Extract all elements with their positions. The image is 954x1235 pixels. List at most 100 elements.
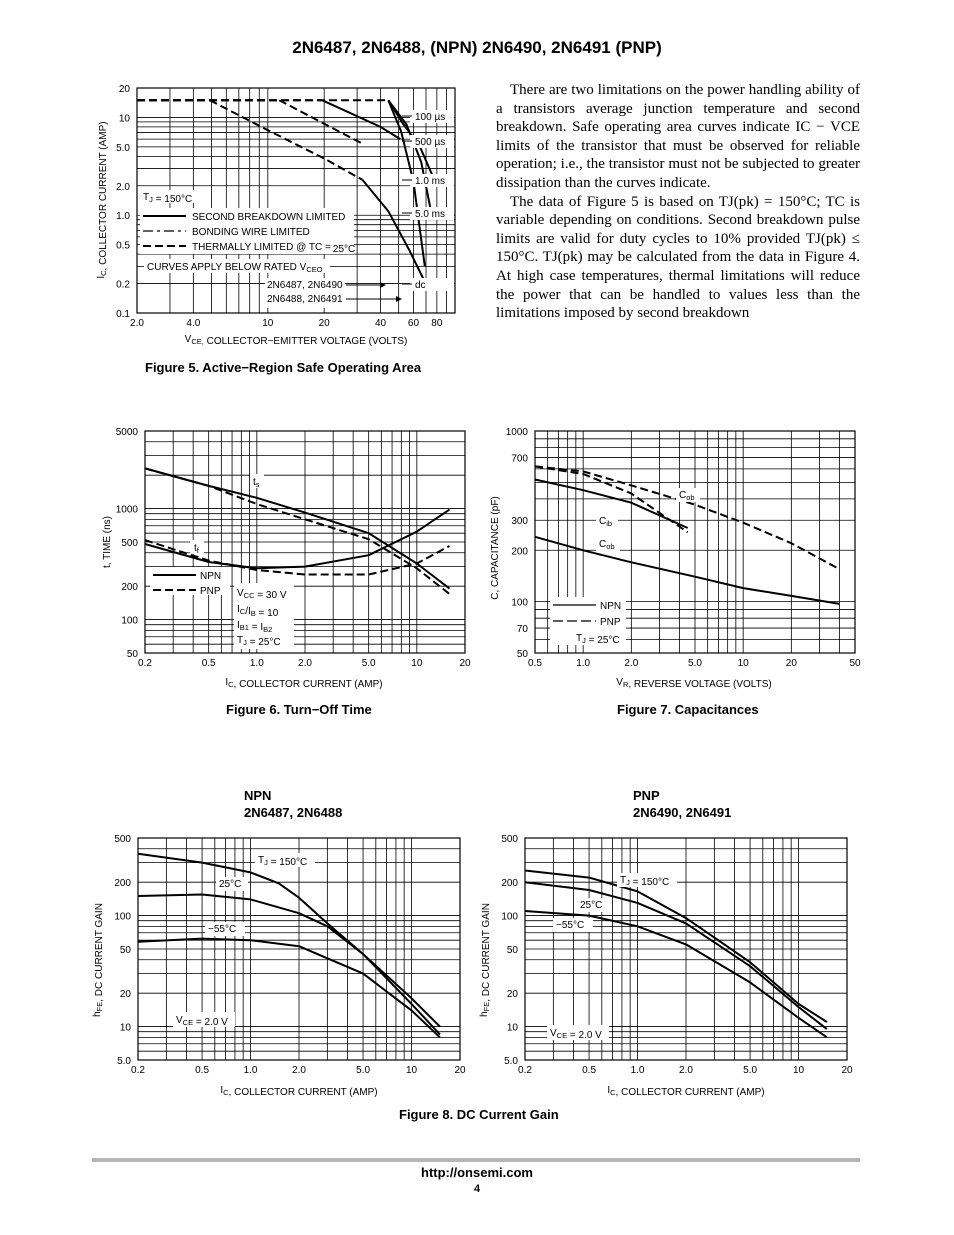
label-backing — [255, 853, 315, 867]
footer-rule — [92, 1158, 860, 1162]
x-tick-label: 2.0 — [130, 318, 144, 329]
label-backing — [144, 259, 330, 273]
x-tick-label: 0.2 — [518, 1065, 532, 1076]
plot-frame — [524, 837, 848, 1061]
x-tick-label: 4.0 — [186, 318, 200, 329]
footer-url[interactable]: http://onsemi.com — [421, 1165, 533, 1180]
label-backing — [596, 537, 620, 551]
annotation-tf: tf — [194, 543, 200, 555]
y-tick-label: 0.5 — [116, 241, 130, 252]
x-tick-label: 5.0 — [362, 658, 376, 669]
label-backing — [617, 873, 677, 887]
series-line-2 — [524, 910, 828, 1039]
time-limit-label: dc — [415, 280, 426, 291]
fig7-chart: 0.5 1.0 2.0 5.0 10 20 50 1000 700 300 200 100 70 50 VR… — [490, 427, 861, 690]
legend-npn: NPN — [200, 571, 221, 582]
x-tick-label: 5.0 — [743, 1065, 757, 1076]
x-tick-label: 0.5 — [528, 658, 542, 669]
y-tick-label: 5.0 — [116, 143, 130, 154]
annotation-2n6487: 2N6487, 2N6490 — [267, 280, 343, 291]
label-backing — [216, 877, 248, 891]
x-tick-label: 60 — [408, 318, 420, 329]
annotation-cob: Cob — [599, 539, 615, 551]
y-axis-label: IC, COLLECTOR CURRENT (AMP) — [96, 121, 109, 278]
y-tick-label: 500 — [114, 834, 131, 845]
legend-bonding-wire: BONDING WIRE LIMITED — [192, 227, 310, 238]
x-axis-label: IC, COLLECTOR CURRENT (AMP) — [225, 677, 382, 690]
label-backing — [173, 1012, 235, 1027]
y-tick-label: 5.0 — [504, 1056, 518, 1067]
legend-pnp: PNP — [200, 586, 221, 597]
x-tick-label: 20 — [459, 658, 471, 669]
plot-frame — [136, 87, 456, 314]
y-axis-label: C, CAPACITANCE (pF) — [490, 496, 501, 600]
plot-frame — [144, 430, 466, 654]
x-tick-label: 20 — [454, 1065, 466, 1076]
x-axis-label: VCE, COLLECTOR−EMITTER VOLTAGE (VOLTS) — [185, 334, 408, 347]
arrow-head — [396, 296, 402, 302]
plot-frame — [137, 837, 461, 1061]
annotation-ic-ib: IC/IB = 10 — [237, 604, 279, 619]
series-line-0 — [524, 869, 828, 1023]
y-tick-label: 100 — [501, 912, 518, 923]
paragraph-1: There are two limitations on the power h… — [496, 82, 860, 191]
y-axis-label: hFE, DC CURRENT GAIN — [479, 903, 492, 1017]
y-tick-label: 500 — [121, 538, 138, 549]
x-axis-label: IC, COLLECTOR CURRENT (AMP) — [220, 1085, 377, 1098]
label-backing — [410, 110, 454, 123]
y-tick-label: 2.0 — [116, 182, 130, 193]
series-line-1 — [137, 893, 441, 1036]
annotation-vcc: VCC = 30 V — [237, 588, 287, 601]
annotation-cib: Cib — [599, 516, 612, 528]
label-backing — [190, 540, 204, 554]
plot-frame — [534, 430, 856, 654]
annotation-2n6488: 2N6488, 2N6491 — [267, 294, 343, 305]
y-tick-label: 500 — [501, 834, 518, 845]
label-backing — [410, 207, 454, 220]
time-limit-label: 1.0 ms — [415, 176, 445, 187]
legend-npn: NPN — [600, 601, 621, 612]
y-tick-label: 20 — [507, 989, 519, 1000]
series-line-1 — [524, 881, 828, 1030]
annotation-cob-top: Cob — [679, 490, 695, 502]
label-backing — [250, 474, 264, 488]
x-tick-label: 10 — [411, 658, 423, 669]
x-tick-label: 1.0 — [244, 1065, 258, 1076]
y-tick-label: 20 — [119, 84, 131, 95]
series-line-3 — [144, 539, 450, 576]
y-tick-label: 50 — [517, 649, 529, 660]
npn-subtitle-line2: 2N6487, 2N6488 — [244, 805, 343, 820]
annotation-tj-150: TJ = 150°C — [620, 875, 669, 888]
label-backing — [547, 1025, 609, 1040]
y-tick-label: 100 — [114, 912, 131, 923]
x-tick-label: 10 — [262, 318, 274, 329]
fig8a-chart: 0.2 0.5 1.0 2.0 5.0 10 20 500 200 100 50 20 10 5.0 IC,… — [92, 834, 466, 1098]
annotation-tj: TJ = 150°C — [143, 192, 192, 205]
label-backing — [553, 918, 593, 932]
fig5-chart: 2.0 4.0 10 20 40 60 80 20 10 5.0 2.0 1.0 0.5 0.2 0.1 VC… — [96, 84, 456, 347]
page-number: 4 — [473, 1183, 481, 1195]
series-line-4 — [209, 99, 363, 181]
x-tick-label: 20 — [319, 318, 331, 329]
annotation-vce: VCE = 2.0 V — [176, 1015, 228, 1028]
annotation-vce: VCE = 2.0 V — [550, 1028, 602, 1041]
y-tick-label: 1.0 — [116, 211, 130, 222]
npn-subtitle: NPN 2N6487, 2N6488 — [244, 787, 342, 821]
annotation-ib1: IB1 = IB2 — [237, 620, 272, 634]
annotation-25c: 25°C — [219, 879, 241, 890]
y-tick-label: 5.0 — [117, 1056, 131, 1067]
series-line-1 — [534, 478, 689, 529]
x-tick-label: 2.0 — [298, 658, 312, 669]
pnp-subtitle: PNP 2N6490, 2N6491 — [633, 787, 731, 821]
y-tick-label: 10 — [120, 1023, 132, 1034]
x-tick-label: 50 — [849, 658, 861, 669]
y-axis-label: t, TIME (ns) — [102, 516, 113, 568]
x-tick-label: 20 — [786, 658, 798, 669]
figure-8-caption: Figure 8. DC Current Gain — [399, 1107, 559, 1122]
series-line-6 — [321, 99, 401, 140]
y-tick-label: 0.2 — [116, 280, 130, 291]
label-backing — [140, 190, 200, 203]
series-line-2 — [137, 937, 441, 1039]
x-tick-label: 0.5 — [582, 1065, 596, 1076]
